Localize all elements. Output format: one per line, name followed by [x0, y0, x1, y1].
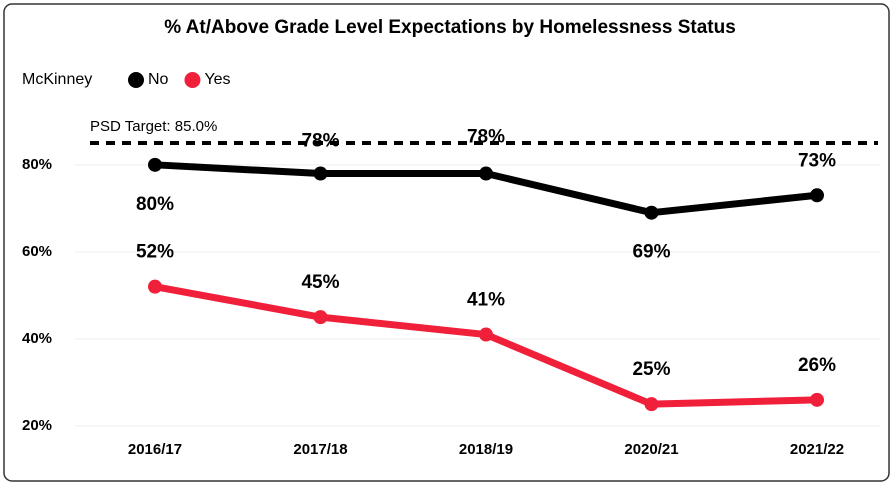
- point: [810, 188, 824, 203]
- y-tick-label: 60%: [22, 243, 52, 260]
- legend-marker: [184, 72, 201, 88]
- data-label: 25%: [632, 359, 670, 380]
- x-tick-label: 2020/21: [624, 441, 678, 458]
- frame: [3, 3, 890, 482]
- point: [479, 327, 493, 342]
- point: [313, 166, 328, 181]
- point: [313, 310, 328, 325]
- point: [479, 166, 493, 181]
- data-label: 78%: [467, 127, 505, 148]
- x-tick-label: 2018/19: [459, 441, 513, 458]
- data-label: 26%: [798, 355, 836, 376]
- x-tick-label: 2017/18: [293, 441, 347, 458]
- y-tick-label: 80%: [22, 156, 52, 173]
- point: [644, 397, 659, 412]
- point: [148, 279, 162, 294]
- data-label: 41%: [467, 290, 505, 311]
- data-label: 69%: [632, 242, 670, 263]
- data-label: 45%: [301, 272, 339, 293]
- data-label: 80%: [136, 194, 174, 215]
- y-tick-label: 20%: [22, 417, 52, 434]
- legend-title: McKinney: [22, 71, 92, 88]
- data-label: 52%: [136, 242, 174, 263]
- point: [810, 392, 824, 407]
- legend-marker: [128, 72, 144, 88]
- y-tick-label: 40%: [22, 330, 52, 347]
- x-tick-label: 2021/22: [790, 441, 844, 458]
- x-tick-label: 2016/17: [128, 441, 182, 458]
- legend-label: Yes: [204, 71, 230, 88]
- point: [644, 205, 659, 220]
- point: [148, 157, 162, 172]
- data-label: 78%: [301, 131, 339, 152]
- chart-title: % At/Above Grade Level Expectations by H…: [164, 17, 736, 38]
- data-label: 73%: [798, 150, 836, 171]
- target-label: PSD Target: 85.0%: [90, 118, 217, 135]
- legend-label: No: [148, 71, 169, 88]
